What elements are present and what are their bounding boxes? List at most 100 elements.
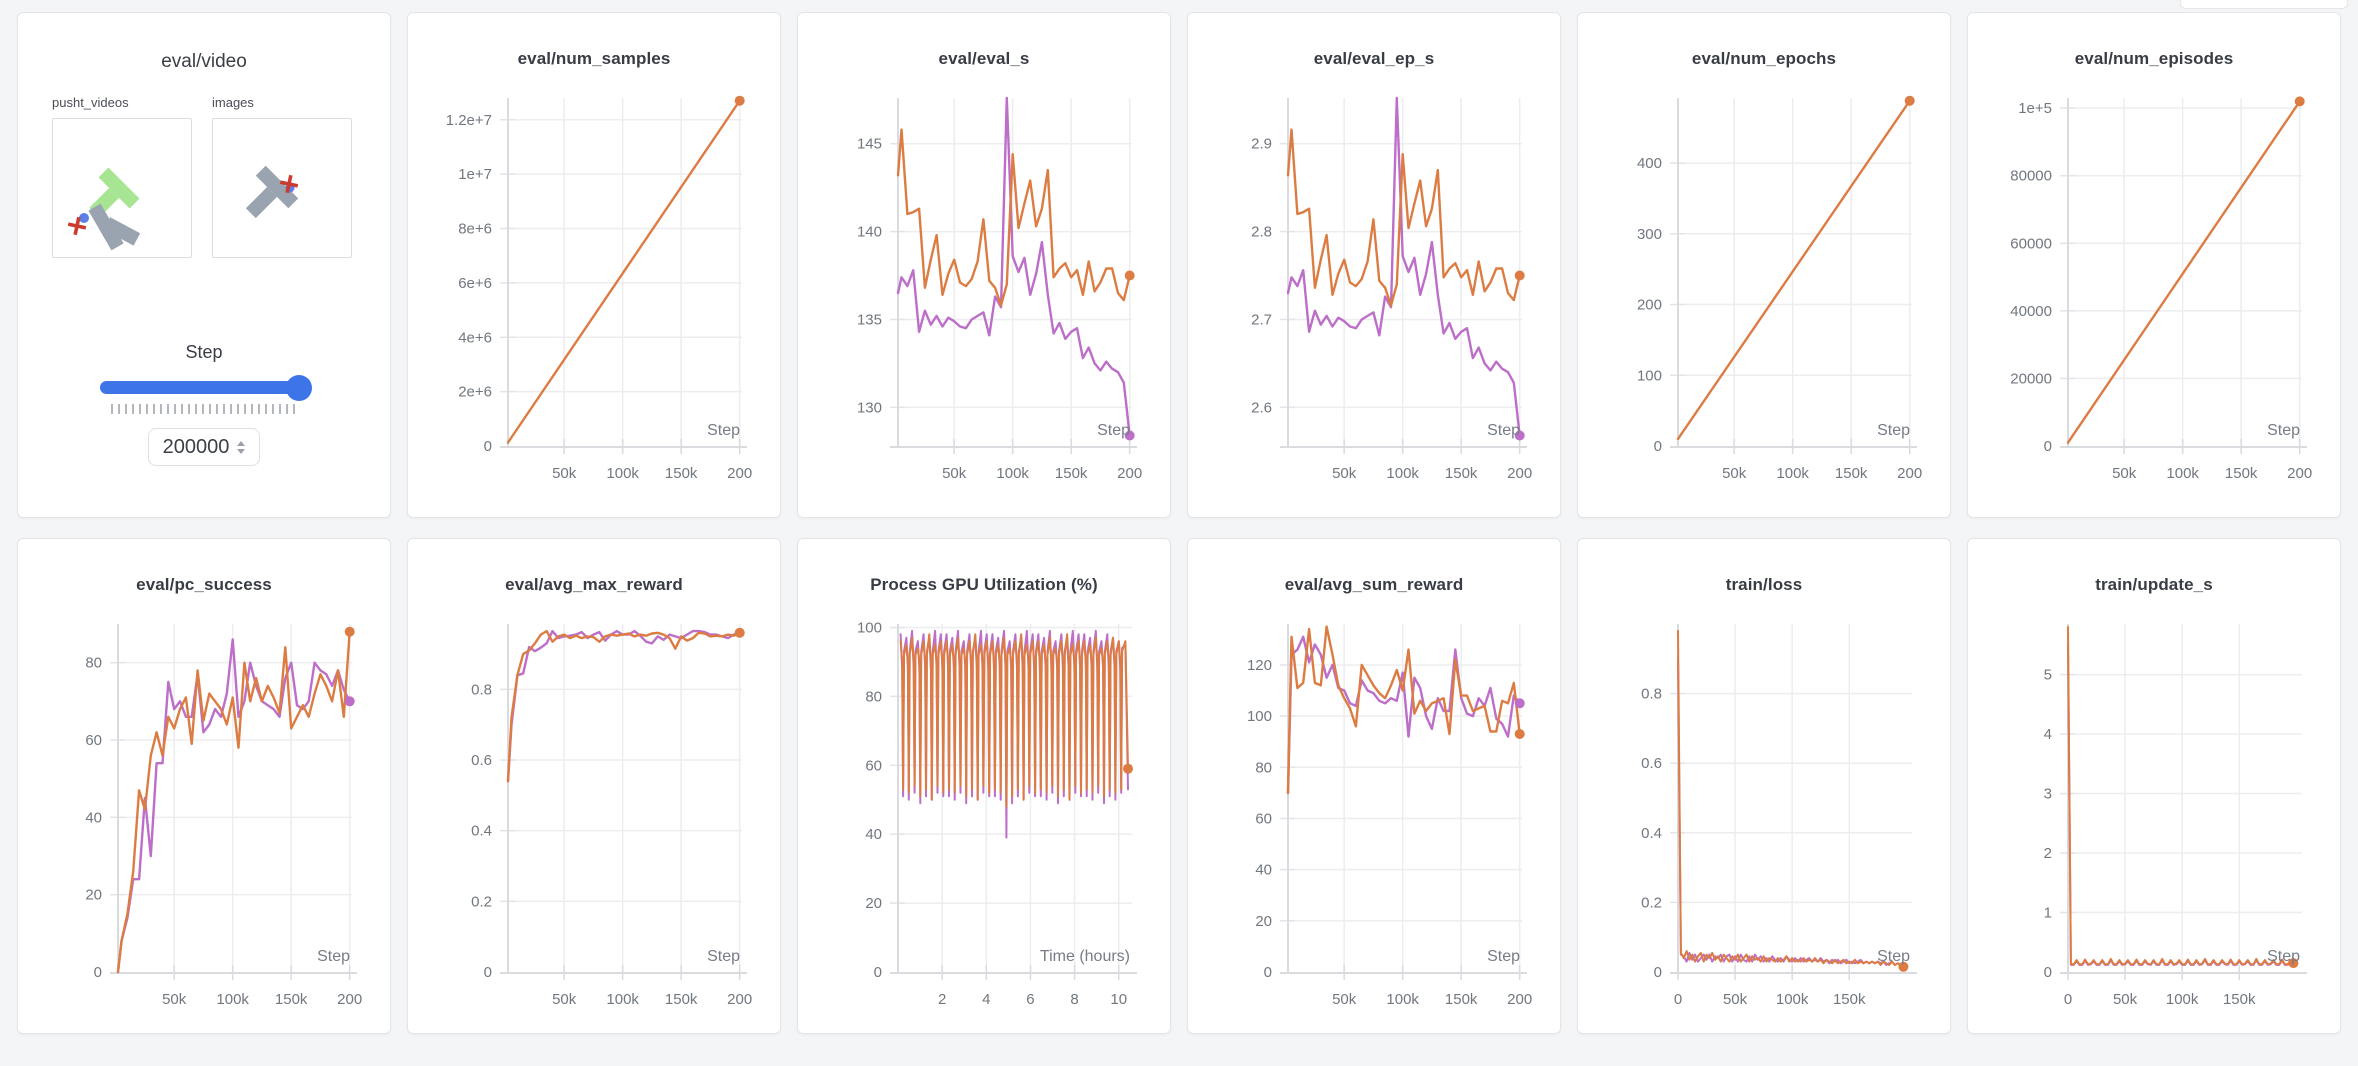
svg-text:135: 135	[857, 311, 882, 328]
panel-title-eval-video: eval/video	[161, 51, 247, 72]
svg-text:100: 100	[1637, 367, 1662, 384]
svg-text:300: 300	[1637, 226, 1662, 243]
step-input-value[interactable]: 200000	[162, 435, 230, 458]
stepper-arrows[interactable]	[237, 440, 246, 454]
svg-text:150k: 150k	[1445, 465, 1478, 482]
chart-canvas-eval-eval-s[interactable]: 50k 100k 150k 200 130 135 140 145 Step	[798, 69, 1171, 483]
svg-text:80: 80	[865, 688, 882, 705]
x-axis-label: Time (hours)	[1040, 948, 1130, 965]
svg-text:100: 100	[1247, 708, 1272, 725]
series-purple-run	[1286, 635, 1521, 795]
svg-text:10: 10	[1110, 991, 1127, 1008]
svg-text:150k: 150k	[2223, 991, 2256, 1008]
panel-process-gpu-utilization: Process GPU Utilization (%) 2 4 6 8 10 0 20 40 60…	[797, 538, 1171, 1034]
target-cross-icon	[67, 216, 87, 236]
svg-text:50k: 50k	[942, 465, 967, 482]
chart-canvas-eval-eval-ep-s[interactable]: 50k 100k 150k 200 2.6 2.7 2.8 2.9 Step	[1188, 69, 1561, 483]
chart-canvas-eval-num-episodes[interactable]: 50k 100k 150k 200 0 20000 40000 60000 80000 1e+5 S…	[1968, 69, 2341, 483]
svg-text:60000: 60000	[2010, 235, 2052, 252]
chart-canvas-train-update-s[interactable]: 0 50k 100k 150k 0 1 2 3 4 5 Step	[1968, 595, 2341, 1009]
svg-text:2: 2	[2044, 845, 2052, 862]
x-axis-label: Step	[2267, 948, 2300, 965]
end-dot-orange-run	[734, 95, 745, 106]
step-input[interactable]: 200000	[148, 428, 260, 466]
chart-canvas-eval-num-epochs[interactable]: 50k 100k 150k 200 0 100 200 300 400 Step	[1578, 69, 1951, 483]
x-axis-label: Step	[707, 948, 740, 965]
chart-title-train-loss: train/loss	[1725, 575, 1803, 594]
svg-text:0.8: 0.8	[1641, 686, 1662, 703]
step-slider-handle[interactable]	[286, 375, 312, 401]
svg-text:150k: 150k	[665, 991, 698, 1008]
svg-text:130: 130	[857, 399, 882, 416]
end-dot-orange-run	[2294, 96, 2305, 107]
svg-text:20: 20	[85, 887, 102, 904]
svg-text:2.6: 2.6	[1251, 399, 1272, 416]
svg-text:4: 4	[982, 991, 990, 1008]
step-slider-track[interactable]	[100, 381, 308, 394]
chart-title-eval-num-epochs: eval/num_epochs	[1691, 49, 1837, 68]
stepper-down-icon[interactable]	[237, 448, 246, 454]
svg-text:1.2e+7: 1.2e+7	[446, 112, 492, 129]
stepper-up-icon[interactable]	[237, 440, 246, 446]
panel-eval-avg-sum-reward: eval/avg_sum_reward 50k 100k 150k 200 0 20 40 60…	[1187, 538, 1561, 1034]
chart-canvas-train-loss[interactable]: 0 50k 100k 150k 0 0.2 0.4 0.6 0.8 Step	[1578, 595, 1951, 1009]
images-thumbnail[interactable]	[212, 118, 352, 258]
svg-text:2.9: 2.9	[1251, 136, 1272, 153]
x-axis-label: Step	[2267, 422, 2300, 439]
svg-text:60: 60	[85, 732, 102, 749]
svg-text:150k: 150k	[1835, 465, 1868, 482]
svg-text:200: 200	[1507, 465, 1532, 482]
panel-eval-num-epochs: eval/num_epochs 50k 100k 150k 200 0 100 200 300 4…	[1577, 12, 1951, 518]
svg-text:0: 0	[94, 964, 102, 981]
series-orange-run	[1286, 625, 1521, 795]
series-orange-run	[2066, 100, 2301, 444]
end-dot-orange-run	[1514, 270, 1525, 281]
svg-text:200: 200	[1117, 465, 1142, 482]
chart-canvas-eval-num-samples[interactable]: 50k 100k 150k 200 0 2e+6 4e+6 6e+6 8e+6 1e+7 1.2e+…	[408, 69, 781, 483]
panel-eval-eval-ep-s: eval/eval_ep_s 50k 100k 150k 200 2.6 2.7 2.8 2.9…	[1187, 12, 1561, 518]
pusht-render-icon	[67, 167, 141, 251]
media-label-pusht-videos: pusht_videos	[52, 95, 129, 110]
svg-text:20: 20	[865, 895, 882, 912]
svg-text:50k: 50k	[1722, 465, 1747, 482]
svg-text:2.7: 2.7	[1251, 311, 1272, 328]
svg-text:0: 0	[484, 438, 492, 455]
chart-title-eval-num-samples: eval/num_samples	[517, 49, 671, 68]
svg-text:2e+6: 2e+6	[458, 384, 492, 401]
svg-text:6: 6	[1026, 991, 1034, 1008]
svg-text:0.2: 0.2	[1641, 894, 1662, 911]
chart-title-eval-eval-s: eval/eval_s	[938, 49, 1030, 68]
svg-text:150k: 150k	[1445, 991, 1478, 1008]
series-purple-run	[2067, 643, 2295, 966]
series-orange-run	[899, 633, 1129, 808]
chart-canvas-eval-avg-max-reward[interactable]: 50k 100k 150k 200 0 0.2 0.4 0.6 0.8 Step	[408, 595, 781, 1009]
media-row: pusht_videos	[18, 95, 390, 258]
end-dot-orange-run	[1898, 961, 1909, 972]
svg-text:100k: 100k	[216, 991, 249, 1008]
pusht-videos-thumbnail[interactable]	[52, 118, 192, 258]
svg-text:120: 120	[1247, 657, 1272, 674]
series-orange-run	[1286, 128, 1521, 307]
end-dot-orange-run	[734, 627, 745, 638]
gray-t-shape	[245, 165, 299, 219]
svg-text:4: 4	[2044, 726, 2052, 743]
svg-text:150k: 150k	[665, 465, 698, 482]
svg-text:0: 0	[2044, 964, 2052, 981]
x-axis-label: Step	[707, 422, 740, 439]
chart-canvas-eval-pc-success[interactable]: 50k 100k 150k 200 0 20 40 60 80 Step	[18, 595, 391, 1009]
svg-text:200: 200	[1897, 465, 1922, 482]
svg-text:150k: 150k	[2225, 465, 2258, 482]
step-slider[interactable]	[100, 375, 312, 401]
x-axis-label: Step	[1487, 422, 1520, 439]
end-dot-orange-run	[344, 626, 355, 637]
end-dot-purple-run	[1124, 430, 1135, 441]
svg-text:50k: 50k	[2113, 991, 2138, 1008]
svg-text:200: 200	[337, 991, 362, 1008]
svg-text:0: 0	[2064, 991, 2072, 1008]
chart-title-eval-avg-sum-reward: eval/avg_sum_reward	[1284, 575, 1464, 594]
end-dot-orange-run	[1124, 270, 1135, 281]
chart-title-train-update-s: train/update_s	[2095, 575, 2213, 594]
svg-text:200: 200	[727, 991, 752, 1008]
chart-canvas-eval-avg-sum-reward[interactable]: 50k 100k 150k 200 0 20 40 60 80 100 120 Step	[1188, 595, 1561, 1009]
